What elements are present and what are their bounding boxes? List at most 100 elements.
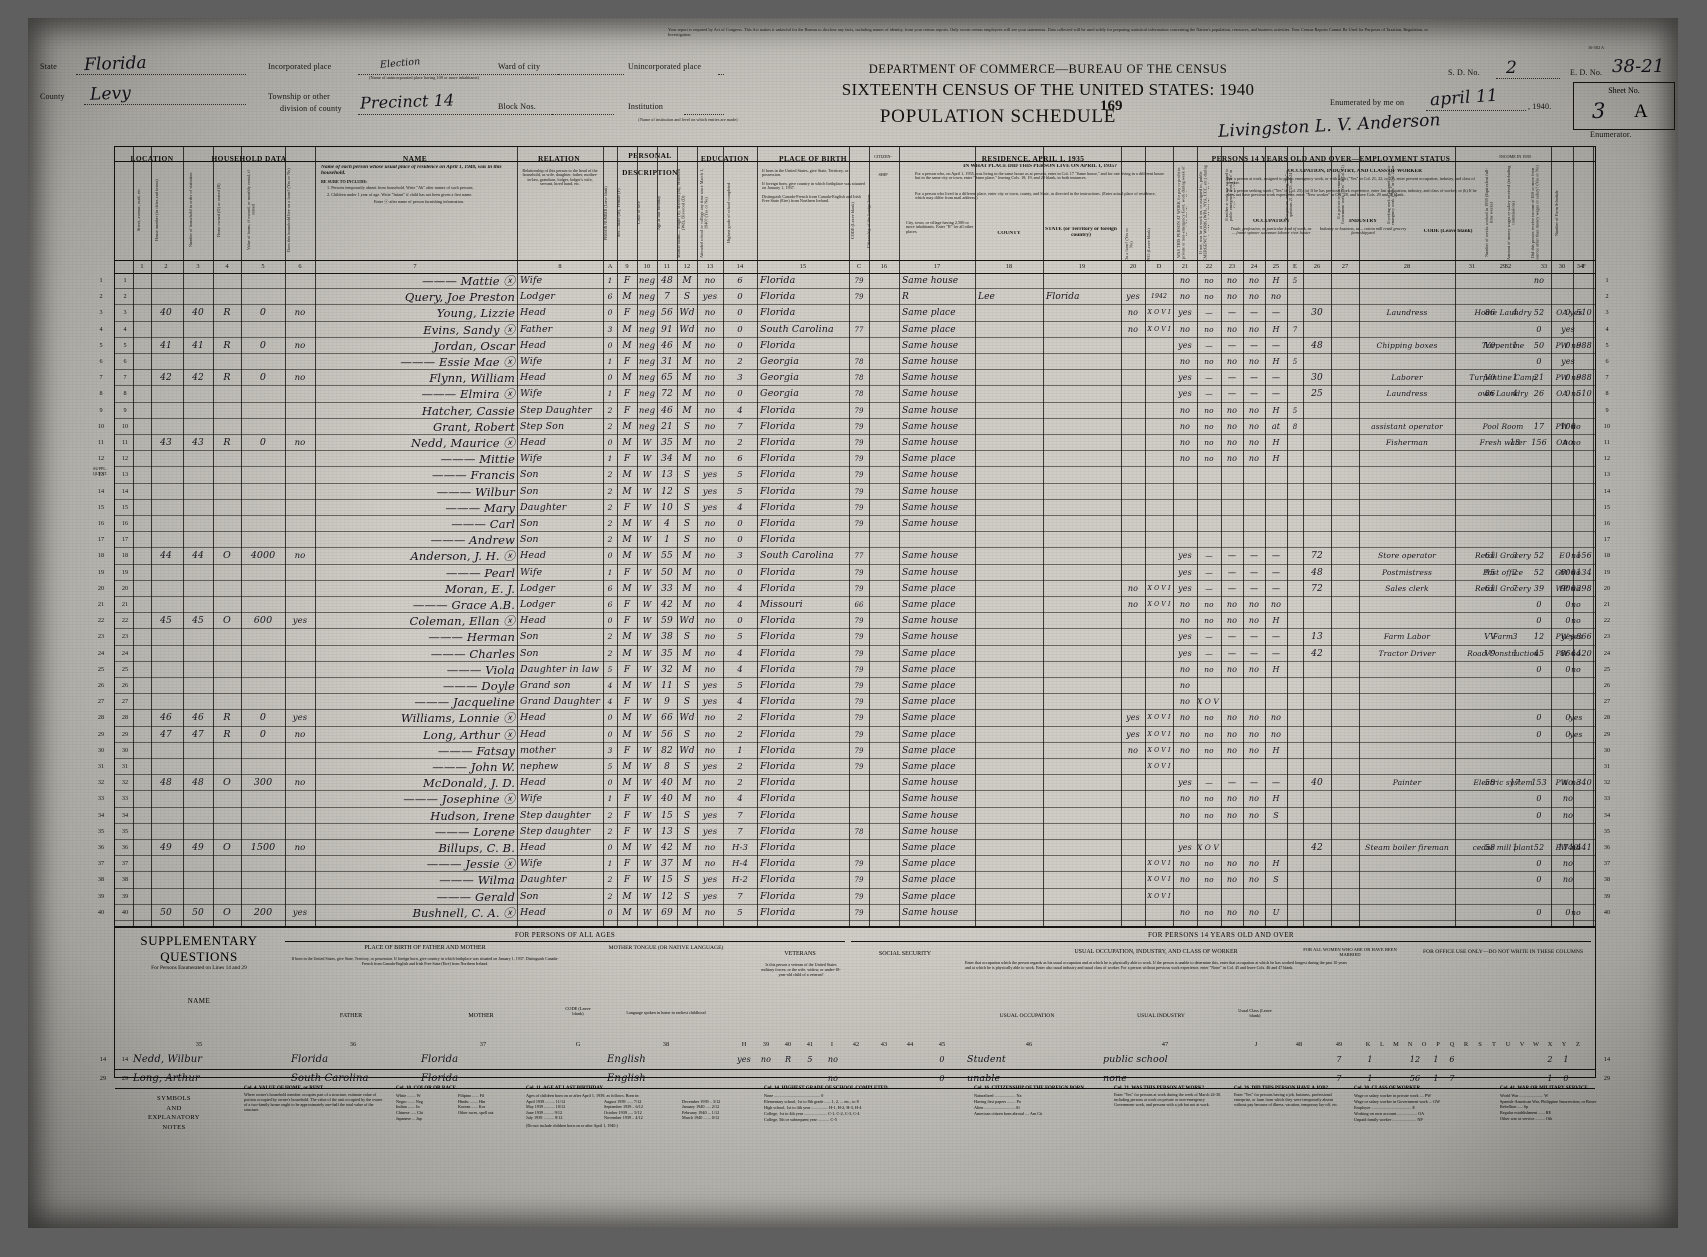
cell-occupation[interactable]: Steam boiler fireman xyxy=(1365,843,1449,852)
cell-highest-grade[interactable]: 0 xyxy=(737,308,743,319)
cell-c32[interactable]: 3 xyxy=(1512,632,1518,642)
cell-relation[interactable]: Grand son xyxy=(520,680,571,691)
cell-attended-school[interactable]: no xyxy=(704,567,716,578)
cell-home-value[interactable]: 0 xyxy=(259,712,267,724)
cell-sex[interactable]: M xyxy=(622,713,632,724)
cell-residence-city[interactable]: Same house xyxy=(902,519,959,529)
cell-col21[interactable]: yes xyxy=(1178,583,1192,593)
cell-c34[interactable]: 0 xyxy=(1565,340,1571,350)
cell-attended-school[interactable]: no xyxy=(704,713,716,724)
cell-col24[interactable]: no xyxy=(1248,713,1260,723)
cell-c34[interactable]: 0 xyxy=(1565,551,1571,561)
incorporated-value[interactable]: Election xyxy=(379,56,421,71)
cell-attended-school[interactable]: no xyxy=(704,843,716,853)
cell-c33[interactable]: 17 xyxy=(1533,421,1545,431)
cell-occupation[interactable]: Laborer xyxy=(1391,373,1423,383)
cell-age[interactable]: 31 xyxy=(661,357,673,367)
cell-race[interactable]: W xyxy=(642,616,652,627)
supp-cell-mother-tongue[interactable]: English xyxy=(607,1073,646,1084)
cell-col22[interactable]: no xyxy=(1204,292,1214,302)
cell-col24[interactable]: no xyxy=(1248,438,1260,447)
cell-person-number[interactable]: 0 xyxy=(607,438,613,447)
cell-col25[interactable]: — xyxy=(1271,308,1281,318)
cell-name[interactable]: ——— Jessie ⓧ xyxy=(426,857,515,872)
cell-sex[interactable]: F xyxy=(623,745,631,756)
cell-relation[interactable]: Father xyxy=(520,323,553,335)
cell-col22[interactable]: no xyxy=(1204,600,1214,609)
cell-name[interactable]: ——— Charles xyxy=(430,646,515,661)
cell-household-order[interactable]: 40 xyxy=(192,308,204,319)
cell-relation[interactable]: Son xyxy=(520,647,539,659)
cell-c33[interactable]: 0 xyxy=(1536,664,1542,674)
cell-highest-grade[interactable]: 2 xyxy=(737,713,743,724)
cell-race[interactable]: neg xyxy=(638,340,656,351)
cell-residence-city[interactable]: Same place xyxy=(902,648,956,659)
cell-pob-code[interactable]: 79 xyxy=(854,860,864,869)
cell-highest-grade[interactable]: 7 xyxy=(737,421,743,432)
cell-c33[interactable]: 0 xyxy=(1536,357,1542,366)
cell-place-of-birth[interactable]: Florida xyxy=(760,728,796,740)
cell-race[interactable]: W xyxy=(642,502,652,513)
supp-cell-mother-tongue[interactable]: English xyxy=(607,1054,646,1065)
supp-cell-veteran2[interactable]: no xyxy=(760,1055,772,1064)
cell-residence-county[interactable]: Lee xyxy=(978,292,995,303)
cell-col25[interactable]: H xyxy=(1272,438,1280,447)
cell-race[interactable]: W xyxy=(642,843,652,853)
cell-col23[interactable]: — xyxy=(1227,373,1237,383)
cell-sex[interactable]: M xyxy=(622,292,632,303)
cell-marital-status[interactable]: M xyxy=(682,454,692,465)
cell-code[interactable]: 866 xyxy=(1576,632,1592,642)
cell-pob-code[interactable]: 79 xyxy=(854,277,864,285)
cell-c32[interactable]: 4 xyxy=(1512,308,1518,318)
cell-c34[interactable]: 0 xyxy=(1565,664,1571,674)
cell-marital-status[interactable]: S xyxy=(683,486,691,497)
cell-marital-status[interactable]: S xyxy=(683,470,691,481)
cell-name[interactable]: Coleman, Ellan ⓧ xyxy=(409,614,515,629)
cell-colE[interactable]: 5 xyxy=(1292,277,1298,285)
cell-col24[interactable]: — xyxy=(1249,778,1259,788)
cell-col21[interactable]: yes xyxy=(1178,389,1192,399)
enumerated-date[interactable]: april 11 xyxy=(1429,85,1499,111)
cell-farm[interactable]: yes xyxy=(292,616,308,627)
cell-sex[interactable]: M xyxy=(622,535,632,546)
cell-col23[interactable]: no xyxy=(1226,907,1238,917)
cell-highest-grade[interactable]: H-2 xyxy=(732,875,748,886)
supp-cell-officeO[interactable]: 56 xyxy=(1409,1074,1421,1083)
cell-pob-code[interactable]: 66 xyxy=(854,601,864,609)
cell-place-of-birth[interactable]: Florida xyxy=(760,890,796,902)
cell-place-of-birth[interactable]: Missouri xyxy=(760,599,803,610)
cell-residence-farm[interactable]: no xyxy=(1127,308,1139,318)
cell-attended-school[interactable]: no xyxy=(704,907,716,918)
cell-col23[interactable]: no xyxy=(1226,421,1238,431)
cell-code[interactable]: 134 xyxy=(1576,567,1592,577)
cell-col25[interactable]: S xyxy=(1273,875,1279,885)
cell-c34[interactable]: 0 xyxy=(1565,729,1571,739)
cell-residence-farm[interactable]: no xyxy=(1127,324,1139,334)
cell-pob-code[interactable]: 79 xyxy=(854,908,864,917)
cell-sex[interactable]: F xyxy=(623,600,631,610)
cell-place-of-birth[interactable]: Florida xyxy=(760,615,796,627)
cell-sex[interactable]: M xyxy=(622,373,632,384)
supp-cell-officeQ[interactable]: 1 xyxy=(1433,1055,1439,1064)
cell-age[interactable]: 13 xyxy=(661,470,673,481)
ed-value[interactable]: 38-21 xyxy=(1612,56,1665,77)
cell-sex[interactable]: F xyxy=(623,454,631,465)
cell-person-number[interactable]: 0 xyxy=(607,843,613,852)
cell-place-of-birth[interactable]: Florida xyxy=(760,663,796,675)
cell-place-of-birth[interactable]: Florida xyxy=(760,275,796,286)
table-row[interactable]: 32 32 32 48 48 O 300 no McDonald, J. D. Head 0 M W 40… xyxy=(98,775,1610,792)
cell-col24[interactable]: — xyxy=(1249,567,1259,577)
cell-industry[interactable]: Turpentine Camp xyxy=(1469,373,1537,383)
cell-col24[interactable]: no xyxy=(1248,276,1260,285)
cell-class-of-worker[interactable]: PW xyxy=(1555,340,1569,350)
cell-race[interactable]: W xyxy=(642,729,652,740)
cell-col24[interactable]: — xyxy=(1249,340,1259,350)
cell-occupation[interactable]: Laundress xyxy=(1386,389,1428,399)
cell-race[interactable]: W xyxy=(642,664,652,675)
cell-col21[interactable]: no xyxy=(1179,681,1191,690)
cell-name[interactable]: ——— Wilma xyxy=(439,873,515,888)
cell-race[interactable]: W xyxy=(642,875,652,886)
cell-col25[interactable]: at xyxy=(1271,421,1281,431)
